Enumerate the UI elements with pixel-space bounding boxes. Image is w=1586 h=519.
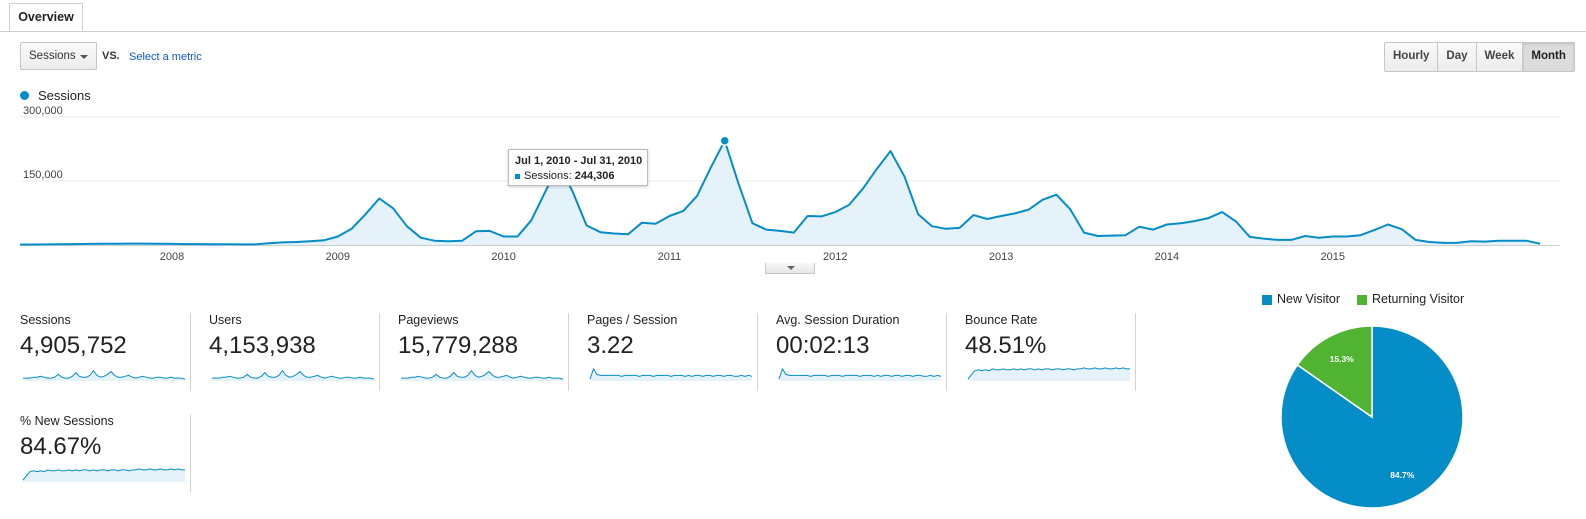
tab-bar-divider [0,31,1586,32]
metric-value: 15,779,288 [398,332,519,359]
metric-card-pages-per-session[interactable]: Pages / Session 3.22 [587,313,758,391]
returning-visitor-legend-swatch [1357,295,1367,305]
sparkline-line [589,367,753,380]
metric-label: Sessions [20,313,71,327]
tooltip-series-swatch [515,173,520,179]
metric-card-new-sessions[interactable]: % New Sessions 84.67% [20,414,191,492]
x-tick-label: 2009 [326,251,350,263]
sparkline [778,367,942,381]
x-tick-label: 2011 [658,251,682,263]
sessions-legend-dot [20,91,29,100]
sparkline-area [968,367,1130,381]
pie-slice-label: 84.7% [1390,470,1415,480]
sparkline [22,468,185,482]
sparkline [212,369,375,381]
sessions-legend-label: Sessions [38,88,91,103]
sparkline-line [212,369,375,380]
sessions-series-line [19,139,1541,246]
pie-slice-returning-visitor[interactable] [1296,325,1373,419]
new-visitor-legend-label[interactable]: New Visitor [1277,292,1340,306]
chart-tooltip: Jul 1, 2010 - Jul 31, 2010 Sessions: 244… [508,149,648,186]
sparkline-line [778,367,942,380]
chevron-down-icon [80,55,88,59]
metric-label: Avg. Session Duration [776,313,900,327]
tooltip-series-label: Sessions: [524,170,572,182]
metric-card-pageviews[interactable]: Pageviews 15,779,288 [398,313,569,391]
granularity-toggle: Hourly Day Week Month [1384,42,1575,72]
tooltip-value: 244,306 [574,170,615,182]
collapse-chart-button[interactable] [765,263,815,274]
metric-value: 4,153,938 [209,332,316,359]
tab-overview[interactable]: Overview [9,3,83,31]
highlight-point[interactable] [719,135,730,147]
select-metric-link[interactable]: Select a metric [129,51,202,63]
new-visitor-legend-swatch [1262,295,1272,305]
tooltip-date: Jul 1, 2010 - Jul 31, 2010 [515,155,643,167]
x-tick-label: 2010 [491,251,515,263]
metric-label: % New Sessions [20,414,114,428]
sparkline-area [590,368,752,381]
x-tick-label: 2013 [989,251,1013,263]
metric-label: Pages / Session [587,313,678,327]
x-tick-label: 2012 [823,251,847,263]
week-button[interactable]: Week [1476,43,1524,71]
sparkline-area [779,368,941,381]
x-tick-label: 2014 [1155,251,1179,263]
sparkline [967,367,1130,381]
y-tick-label: 300,000 [23,105,63,117]
month-button[interactable]: Month [1523,43,1574,71]
tooltip-row: Sessions: 244,306 [515,170,641,182]
metric-label: Bounce Rate [965,313,1038,327]
metric-value: 3.22 [587,332,634,359]
sparkline-area [401,370,563,381]
day-button[interactable]: Day [1438,43,1477,71]
sparkline-line [22,468,185,481]
sparkline-line [967,367,1130,380]
metric-value: 4,905,752 [20,332,127,359]
visitor-type-pie-chart[interactable]: 84.7% 15.3% [1276,321,1468,513]
x-tick-label: 2015 [1320,251,1344,263]
metric-select-value: Sessions [29,50,76,62]
sparkline [589,367,753,381]
sparkline-area [23,468,185,482]
hourly-button[interactable]: Hourly [1385,43,1439,71]
returning-visitor-legend-label[interactable]: Returning Visitor [1372,292,1465,306]
metric-value: 48.51% [965,332,1047,359]
metric-label: Pageviews [398,313,459,327]
metric-card-sessions[interactable]: Sessions 4,905,752 [20,313,191,391]
vs-label: VS. [102,50,120,62]
metric-label: Users [209,313,242,327]
y-tick-label: 150,000 [23,169,63,181]
metric-select[interactable]: Sessions [20,42,97,70]
metric-card-avg-session-duration[interactable]: Avg. Session Duration 00:02:13 [776,313,947,391]
sessions-chart[interactable]: 300,000 150,000 2008 2009 2010 2011 2012 2013 20… [0,105,1586,265]
sparkline-area [212,370,374,381]
x-tick-label: 2008 [160,251,184,263]
chevron-down-icon [787,266,795,270]
metric-value: 84.67% [20,433,102,460]
sessions-area-fill [20,140,1540,245]
pie-slice-label: 15.3% [1330,354,1355,364]
sparkline [23,369,186,381]
sparkline-area [23,370,185,381]
metric-card-bounce-rate[interactable]: Bounce Rate 48.51% [965,313,1136,391]
metric-card-users[interactable]: Users 4,153,938 [209,313,380,391]
sparkline-line [23,369,186,380]
sparkline-line [401,369,564,380]
sparkline [401,369,564,381]
metric-value: 00:02:13 [776,332,870,359]
